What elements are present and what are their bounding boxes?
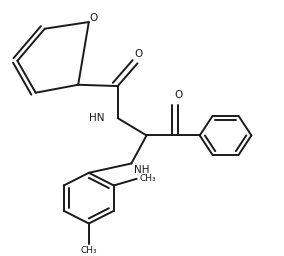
Text: O: O [89, 13, 97, 23]
Text: O: O [174, 90, 183, 100]
Text: CH₃: CH₃ [139, 174, 156, 183]
Text: HN: HN [89, 113, 104, 123]
Text: O: O [135, 49, 143, 59]
Text: CH₃: CH₃ [80, 246, 97, 255]
Text: NH: NH [134, 165, 150, 175]
